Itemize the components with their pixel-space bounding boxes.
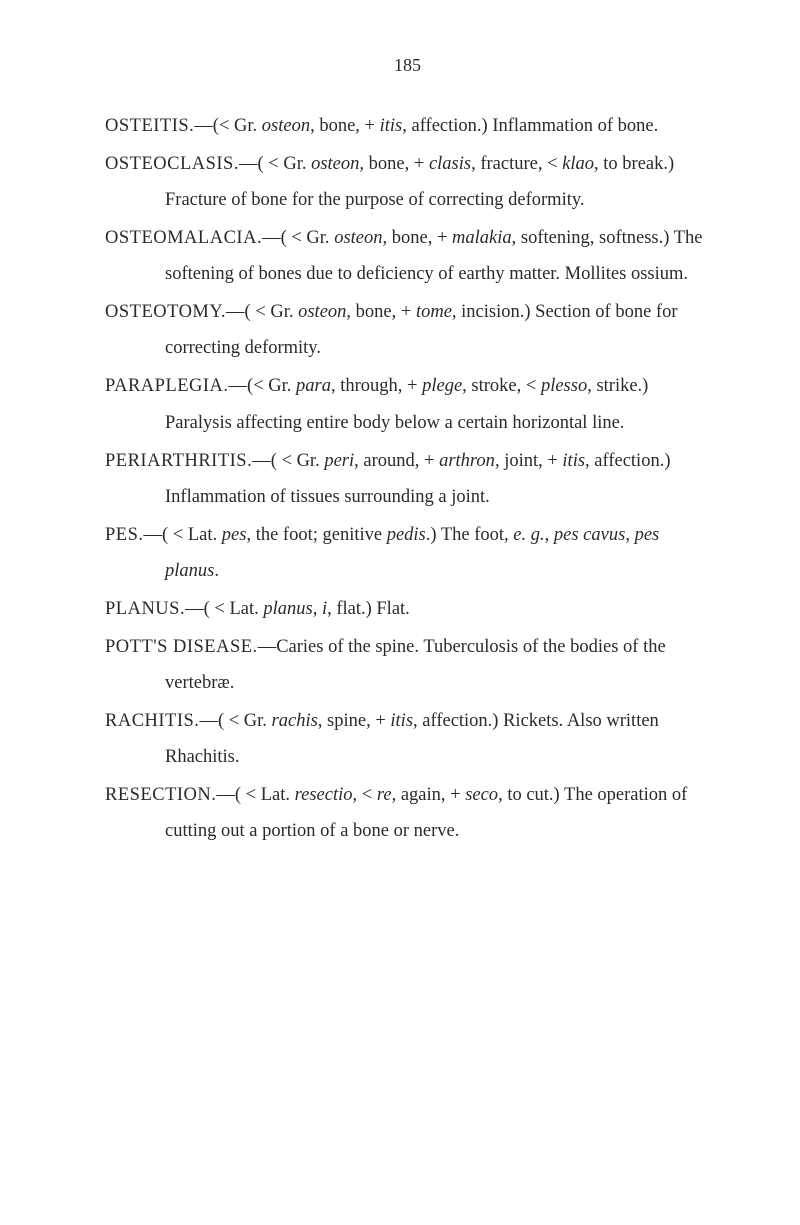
entry-etymology: —Caries of the spine. (258, 637, 419, 657)
entry-term: PLANUS. (105, 599, 185, 619)
dictionary-entry: PES.—( < Lat. pes, the foot; genitive pe… (105, 517, 710, 589)
dictionary-entry: PARAPLEGIA.—(< Gr. para, through, + pleg… (105, 368, 710, 440)
dictionary-entry: OSTEOCLASIS.—( < Gr. osteon, bone, + cla… (105, 146, 710, 218)
entry-term: OSTEITIS. (105, 116, 194, 136)
entry-etymology: —(< Gr. osteon, bone, + itis, affection.… (194, 116, 487, 136)
entry-etymology: —( < Lat. resectio, < re, again, + seco,… (216, 785, 559, 805)
entry-etymology: —( < Gr. osteon, bone, + tome, incision.… (226, 302, 531, 322)
entry-term: PES. (105, 525, 144, 545)
dictionary-entry: POTT'S DISEASE.—Caries of the spine. Tub… (105, 629, 710, 701)
entry-etymology: —( < Lat. pes, the foot; genitive pedis.… (144, 525, 437, 545)
entry-term: POTT'S DISEASE. (105, 637, 258, 657)
entry-term: OSTEOCLASIS. (105, 154, 239, 174)
entry-term: PERIARTHRITIS. (105, 451, 252, 471)
dictionary-entry: PERIARTHRITIS.—( < Gr. peri, around, + a… (105, 443, 710, 515)
page-number: 185 (105, 55, 710, 76)
entry-term: OSTEOMALACIA. (105, 228, 262, 248)
dictionary-entry: PLANUS.—( < Lat. planus, i, flat.) Flat. (105, 591, 710, 627)
dictionary-entry: OSTEOTOMY.—( < Gr. osteon, bone, + tome,… (105, 294, 710, 366)
entry-term: RESECTION. (105, 785, 216, 805)
entry-definition: Flat. (376, 599, 409, 619)
entry-etymology: —( < Gr. osteon, bone, + malakia, soften… (262, 228, 669, 248)
dictionary-entry: OSTEOMALACIA.—( < Gr. osteon, bone, + ma… (105, 220, 710, 292)
dictionary-entry: OSTEITIS.—(< Gr. osteon, bone, + itis, a… (105, 108, 710, 144)
entry-term: PARAPLEGIA. (105, 376, 229, 396)
dictionary-entry: RESECTION.—( < Lat. resectio, < re, agai… (105, 777, 710, 849)
entry-term: OSTEOTOMY. (105, 302, 226, 322)
entry-term: RACHITIS. (105, 711, 199, 731)
entries-container: OSTEITIS.—(< Gr. osteon, bone, + itis, a… (105, 108, 710, 849)
entry-definition: Fracture of bone for the purpose of corr… (165, 190, 585, 210)
entry-definition: Paralysis affecting entire body below a … (165, 413, 624, 433)
entry-definition: Inflammation of tissues surrounding a jo… (165, 487, 490, 507)
entry-etymology: —(< Gr. para, through, + plege, stroke, … (229, 376, 649, 396)
entry-etymology: —( < Lat. planus, i, flat.) (185, 599, 372, 619)
dictionary-entry: RACHITIS.—( < Gr. rachis, spine, + itis,… (105, 703, 710, 775)
entry-etymology: —( < Gr. osteon, bone, + clasis, fractur… (239, 154, 674, 174)
entry-etymology: —( < Gr. rachis, spine, + itis, affectio… (199, 711, 498, 731)
entry-definition: Inflammation of bone. (492, 116, 658, 136)
entry-etymology: —( < Gr. peri, around, + arthron, joint,… (252, 451, 670, 471)
